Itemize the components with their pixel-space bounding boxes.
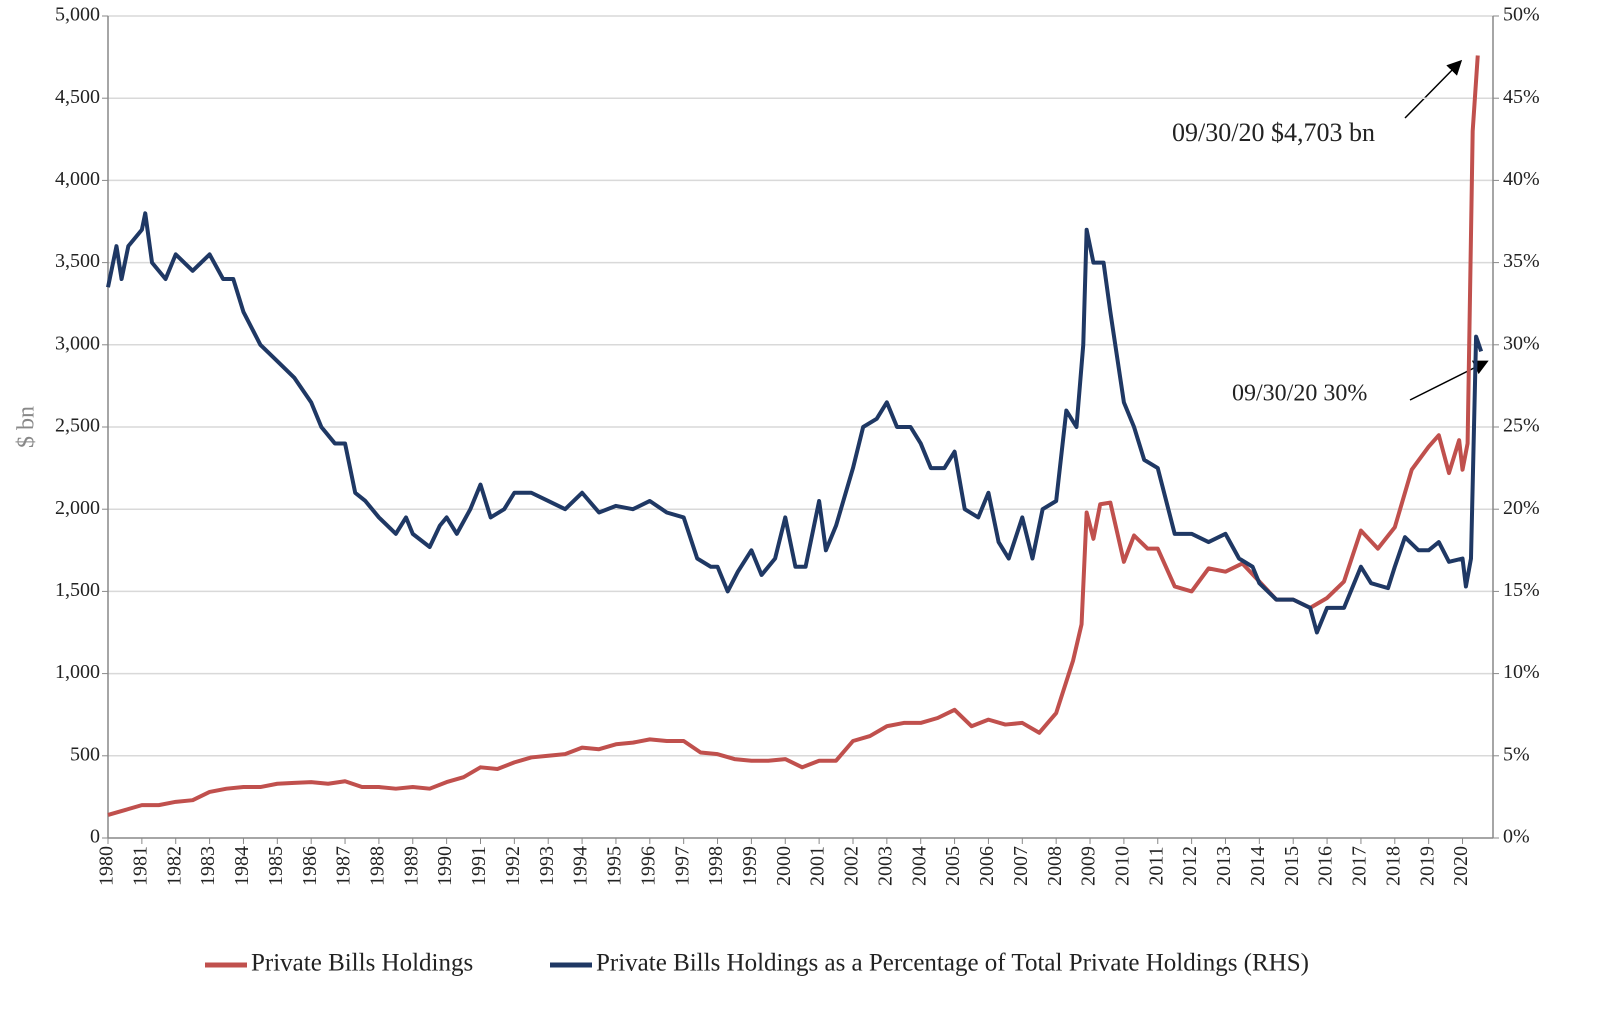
y2-tick-label: 30% [1503,332,1540,354]
annotation: 09/30/20 30% [1232,381,1367,407]
y-tick-label: 500 [70,743,100,765]
y-axis-title: $ bn [14,406,40,448]
x-tick-label: 2014 [1247,846,1269,886]
x-tick-label: 2010 [1111,846,1133,886]
x-tick-label: 2008 [1044,846,1066,886]
x-tick-label: 2001 [807,846,829,886]
y-tick-label: 3,000 [55,332,100,354]
x-tick-label: 2002 [841,846,863,886]
y-tick-label: 2,500 [55,415,100,437]
y-tick-label: 4,500 [55,86,100,108]
legend-label: Private Bills Holdings [251,950,473,977]
x-tick-label: 2018 [1382,846,1404,886]
x-tick-label: 2020 [1450,846,1472,886]
x-tick-label: 1993 [536,846,558,886]
y-tick-label: 3,500 [55,250,100,272]
x-tick-label: 1996 [637,846,659,886]
x-tick-label: 1991 [468,846,490,886]
y-tick-label: 0 [90,826,100,848]
x-tick-label: 2011 [1145,846,1167,885]
x-tick-label: 2009 [1078,846,1100,886]
x-tick-label: 1986 [299,846,321,886]
y2-tick-label: 40% [1503,168,1540,190]
x-tick-label: 1988 [366,846,388,886]
x-tick-label: 1984 [231,846,253,886]
data-line [106,211,1484,635]
y-tick-label: 1,500 [55,579,100,601]
x-tick-label: 1990 [434,846,456,886]
x-tick-label: 1998 [705,846,727,886]
x-tick-label: 2005 [942,846,964,886]
x-tick-label: 1999 [739,846,761,886]
x-tick-label: 1995 [604,846,626,886]
x-tick-label: 1982 [163,846,185,886]
x-tick-label: 2015 [1281,846,1303,886]
annotation: 09/30/20 $4,703 bn [1172,118,1375,147]
x-tick-label: 2003 [874,846,896,886]
y2-tick-label: 10% [1503,661,1540,683]
x-tick-label: 1987 [333,846,355,886]
y2-tick-label: 35% [1503,250,1540,272]
x-tick-label: 2016 [1315,846,1337,886]
y2-tick-label: 20% [1503,497,1540,519]
y2-tick-label: 5% [1503,743,1530,765]
y2-tick-label: 15% [1503,579,1540,601]
y2-tick-label: 25% [1503,415,1540,437]
x-tick-label: 1983 [197,846,219,886]
data-line [107,55,1480,817]
x-tick-label: 2013 [1213,846,1235,886]
x-tick-label: 1997 [671,846,693,886]
x-tick-label: 1985 [265,846,287,886]
x-tick-label: 1992 [502,846,524,886]
y2-tick-label: 50% [1503,4,1540,26]
x-tick-label: 1989 [400,846,422,886]
y-tick-label: 4,000 [55,168,100,190]
legend-label: Private Bills Holdings as a Percentage o… [596,950,1309,977]
annotation-arrow [1409,360,1489,401]
x-tick-label: 2000 [773,846,795,886]
x-tick-label: 2004 [908,846,930,886]
y-tick-label: 5,000 [55,4,100,26]
x-tick-label: 2012 [1179,846,1201,886]
y-tick-label: 1,000 [55,661,100,683]
y2-tick-label: 0% [1503,826,1530,848]
y-tick-label: 2,000 [55,497,100,519]
x-tick-label: 1994 [570,846,592,886]
y2-tick-label: 45% [1503,86,1540,108]
x-tick-label: 1981 [129,846,151,886]
x-tick-label: 2019 [1416,846,1438,886]
x-tick-label: 2017 [1349,846,1371,886]
x-tick-label: 2006 [976,846,998,886]
x-tick-label: 1980 [96,846,118,886]
annotation-arrow [1404,59,1463,119]
x-tick-label: 2007 [1010,846,1032,886]
